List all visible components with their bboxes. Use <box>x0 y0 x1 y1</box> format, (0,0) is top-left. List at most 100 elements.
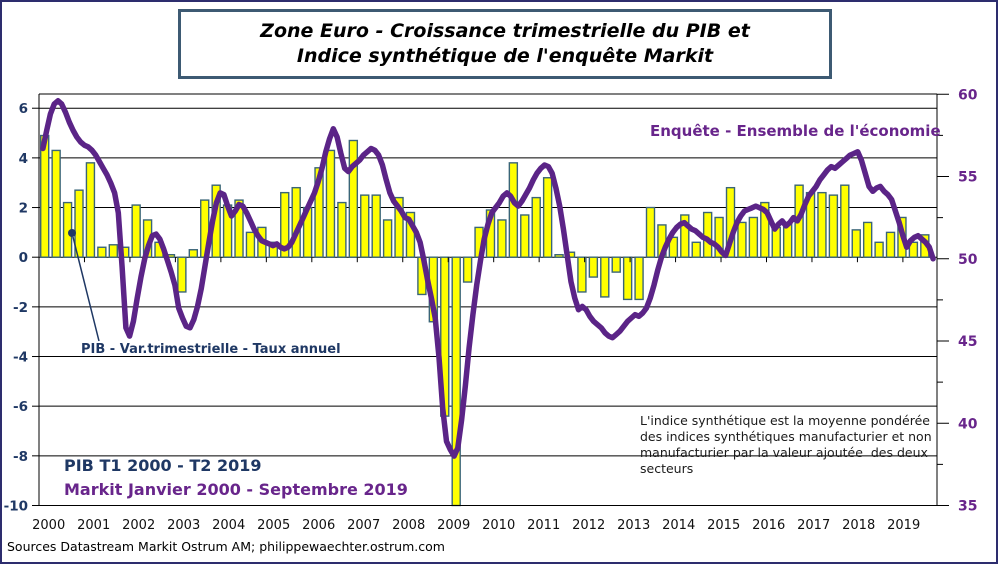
gdp-bar <box>634 256 644 301</box>
x-axis-year-label: 2010 <box>482 518 515 533</box>
x-axis-year-label: 2019 <box>887 518 920 533</box>
gdp-bar <box>645 206 656 258</box>
methodology-note: L'indice synthétique est la moyenne pond… <box>640 413 936 476</box>
right-axis-label: 55 <box>958 170 977 186</box>
gdp-bar <box>268 241 279 258</box>
gdp-bar <box>817 191 827 258</box>
gdp-bar <box>680 214 690 258</box>
x-axis-year-label: 2001 <box>77 518 110 533</box>
title-line-2: Indice synthétique de l'enquête Markit <box>296 45 714 67</box>
x-axis-year-label: 2011 <box>527 518 560 533</box>
x-axis-year-label: 2003 <box>167 518 200 533</box>
x-axis-year-label: 2004 <box>212 518 245 533</box>
x-axis-year-label: 2012 <box>572 518 605 533</box>
right-axis-label: 60 <box>958 87 978 103</box>
x-axis-year-label: 2006 <box>302 518 335 533</box>
left-axis-label: 6 <box>19 101 28 117</box>
gdp-bar <box>497 219 507 258</box>
x-axis-year-label: 2002 <box>122 518 155 533</box>
gdp-bar <box>451 256 461 507</box>
x-axis-year-label: 2005 <box>257 518 290 533</box>
left-axis-label: 2 <box>19 201 28 217</box>
gdp-bar <box>280 191 290 258</box>
x-axis-year-label: 2009 <box>437 518 470 533</box>
left-axis-label: 4 <box>19 151 28 167</box>
gdp-callout-dot <box>68 229 76 237</box>
gdp-series-label: PIB - Var.trimestrielle - Taux annuel <box>81 342 341 357</box>
x-axis-year-label: 2018 <box>842 518 875 533</box>
gdp-bar <box>520 214 530 258</box>
x-axis-year-label: 2000 <box>32 518 65 533</box>
gdp-bar <box>360 194 370 258</box>
gdp-bar <box>131 204 141 258</box>
x-axis-year-label: 2014 <box>662 518 695 533</box>
gdp-bar <box>554 254 564 258</box>
x-axis-year-label: 2015 <box>707 518 740 533</box>
gdp-bar <box>885 231 896 258</box>
gdp-bar <box>908 241 919 258</box>
gdp-callout-line <box>72 236 100 342</box>
gdp-bar <box>840 184 850 258</box>
gdp-bar <box>382 219 393 258</box>
left-axis-label: -4 <box>13 350 28 366</box>
markit-range-label: Markit Janvier 2000 - Septembre 2019 <box>64 480 408 499</box>
gdp-bar <box>74 189 84 258</box>
x-axis-year-label: 2017 <box>797 518 830 533</box>
gdp-bar <box>622 256 633 301</box>
right-axis-label: 45 <box>958 334 977 350</box>
gdp-bar <box>874 241 884 258</box>
gdp-range-label: PIB T1 2000 - T2 2019 <box>64 456 262 475</box>
left-axis-label: -6 <box>13 399 28 415</box>
gdp-bar <box>508 162 519 258</box>
gdp-bar <box>748 216 759 258</box>
gdp-bar <box>462 256 473 283</box>
gdp-bar <box>108 244 118 258</box>
x-axis-year-label: 2013 <box>617 518 650 533</box>
gdp-bar <box>531 196 541 258</box>
gdp-bar <box>588 256 599 278</box>
gdp-bar <box>325 149 336 258</box>
gdp-bar <box>51 149 61 258</box>
right-axis-label: 35 <box>958 499 977 515</box>
pmi-line <box>40 98 936 459</box>
gdp-bar <box>314 167 324 258</box>
x-axis-year-label: 2008 <box>392 518 425 533</box>
gdp-bar <box>97 246 107 258</box>
x-axis-year-label: 2007 <box>347 518 380 533</box>
gdp-bar <box>714 216 724 258</box>
gdp-bar <box>611 256 621 273</box>
gdp-bar <box>40 134 50 258</box>
gdp-bar <box>668 236 679 258</box>
right-axis-label: 50 <box>958 252 978 268</box>
gdp-bar <box>394 196 404 258</box>
gdp-bar <box>828 194 839 258</box>
left-axis-label: 0 <box>19 250 28 266</box>
gdp-bar <box>760 201 770 258</box>
gdp-bar <box>577 256 587 293</box>
title-line-1: Zone Euro - Croissance trimestrielle du … <box>260 20 750 42</box>
survey-series-label: Enquête - Ensemble de l'économie <box>650 122 941 140</box>
gdp-bar <box>851 229 861 258</box>
gdp-bar <box>337 201 347 258</box>
gdp-bar <box>245 231 256 258</box>
right-axis-label: 40 <box>958 416 978 432</box>
gdp-bar <box>737 221 747 258</box>
gdp-bar <box>702 211 713 258</box>
left-axis-label: -2 <box>13 300 28 316</box>
gdp-bar <box>188 249 199 258</box>
gdp-bar <box>862 221 873 258</box>
gdp-bar <box>771 226 781 258</box>
gdp-bar <box>691 241 701 258</box>
left-axis-label: -10 <box>4 499 28 515</box>
source-text: Sources Datastream Markit Ostrum AM; phi… <box>7 539 445 554</box>
gdp-bar <box>600 256 610 298</box>
gdp-bar <box>234 199 244 258</box>
gdp-bar <box>371 194 381 258</box>
title-box: Zone Euro - Croissance trimestrielle du … <box>178 9 832 79</box>
gdp-bar <box>542 177 553 258</box>
gdp-bar <box>177 256 187 293</box>
gdp-bar <box>85 162 96 258</box>
x-axis-year-label: 2016 <box>752 518 785 533</box>
